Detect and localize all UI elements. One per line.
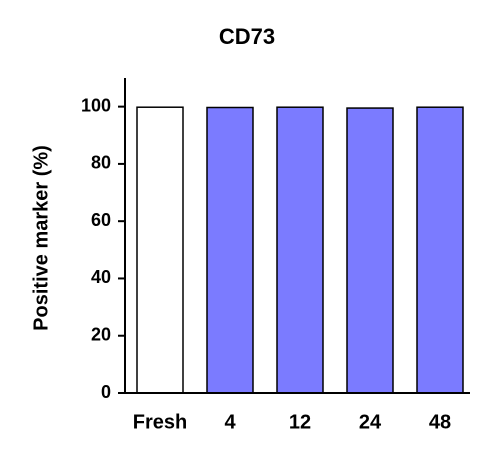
- bar: [276, 106, 324, 394]
- x-tick-label: 24: [359, 411, 382, 433]
- x-tick-label: 12: [289, 411, 311, 433]
- y-tick-label: 0: [101, 382, 111, 402]
- y-tick-label: 20: [91, 324, 111, 344]
- bar: [136, 106, 184, 394]
- x-tick-label: Fresh: [133, 411, 187, 433]
- bar: [416, 106, 464, 394]
- y-tick-label: 60: [91, 210, 111, 230]
- chart-title: CD73: [219, 24, 275, 49]
- y-tick-label: 80: [91, 153, 111, 173]
- y-axis-label: Positive marker (%): [30, 145, 52, 331]
- bar: [206, 106, 254, 394]
- y-tick-label: 40: [91, 267, 111, 287]
- bar: [346, 107, 394, 394]
- x-tick-label: 48: [429, 411, 451, 433]
- x-tick-label: 4: [224, 411, 236, 433]
- y-tick-label: 100: [81, 95, 111, 115]
